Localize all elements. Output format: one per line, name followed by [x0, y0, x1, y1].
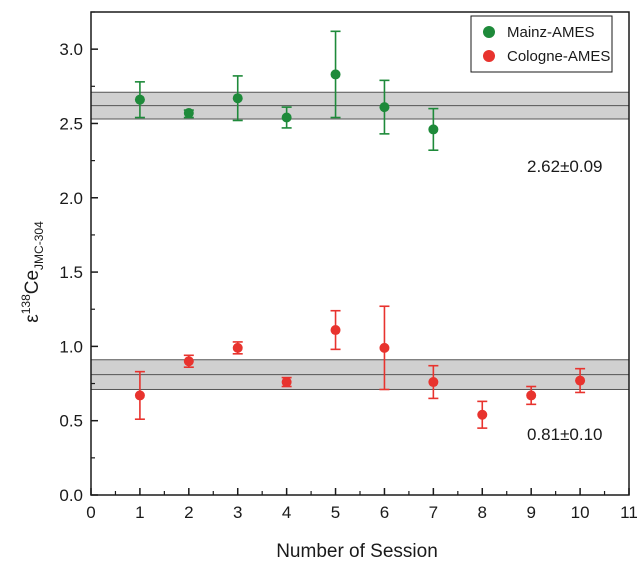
legend-label-0: Mainz-AMES	[507, 24, 595, 41]
x-tick-label-3: 3	[233, 503, 242, 522]
y-axis-title-base: Ce	[22, 270, 43, 294]
x-tick-label-10: 10	[571, 503, 590, 522]
band-label-1: 0.81±0.10	[527, 425, 603, 444]
x-tick-label-1: 1	[135, 503, 144, 522]
legend-label-1: Cologne-AMES	[507, 48, 610, 65]
data-point-0-1	[183, 108, 194, 119]
y-tick-label-5: 2.5	[59, 114, 83, 133]
y-tick-label-2: 1.0	[59, 337, 83, 356]
y-axis-title: ε138CeJMC-304	[19, 221, 46, 323]
x-tick-label-5: 5	[331, 503, 340, 522]
legend-marker-0	[483, 26, 495, 38]
data-point-0-3	[281, 112, 292, 123]
data-point-1-6	[428, 377, 439, 388]
data-point-1-4	[330, 325, 341, 336]
y-axis-ticks: 0.0 0.5 1.0 1.5 2.0 2.5 3.0	[59, 11, 98, 505]
y-tick-label-0: 0.0	[59, 486, 83, 505]
y-tick-label-3: 1.5	[59, 263, 83, 282]
band-annotations: 2.62±0.09 0.81±0.10	[527, 157, 603, 444]
y-axis-title-epsilon: ε	[22, 314, 43, 323]
y-axis-title-superscript: 138	[19, 294, 33, 314]
x-tick-label-6: 6	[380, 503, 389, 522]
x-tick-label-7: 7	[429, 503, 438, 522]
data-point-0-5	[379, 102, 390, 113]
x-tick-label-0: 0	[86, 503, 95, 522]
data-point-1-5	[379, 342, 390, 353]
data-point-0-2	[232, 93, 243, 104]
data-point-0-6	[428, 124, 439, 135]
data-point-1-2	[232, 342, 243, 353]
data-point-1-0	[134, 390, 145, 401]
data-point-1-8	[526, 390, 537, 401]
y-axis-title-subscript: JMC-304	[32, 221, 46, 270]
y-tick-label-1: 0.5	[59, 412, 83, 431]
legend: Mainz-AMES Cologne-AMES	[470, 15, 613, 73]
y-tick-label-4: 2.0	[59, 189, 83, 208]
band-label-0: 2.62±0.09	[527, 157, 603, 176]
x-tick-label-11: 11	[620, 503, 638, 522]
x-axis-ticks: 0 1 2 3 4 5 6 7 8 9 10 11	[86, 488, 638, 522]
legend-marker-1	[483, 50, 495, 62]
data-point-0-4	[330, 69, 341, 80]
data-point-1-1	[183, 356, 194, 367]
data-point-1-7	[477, 409, 488, 420]
y-tick-label-6: 3.0	[59, 40, 83, 59]
x-tick-label-2: 2	[184, 503, 193, 522]
x-tick-label-9: 9	[526, 503, 535, 522]
x-axis-title: Number of Session	[276, 541, 438, 562]
data-point-1-3	[281, 377, 292, 388]
data-points	[134, 69, 586, 420]
x-tick-label-8: 8	[478, 503, 487, 522]
legend-box	[470, 15, 613, 73]
mean-bands	[90, 91, 630, 390]
plot-frame	[90, 11, 630, 496]
x-tick-label-4: 4	[282, 503, 291, 522]
data-point-0-0	[134, 94, 145, 105]
data-point-1-9	[575, 375, 586, 386]
